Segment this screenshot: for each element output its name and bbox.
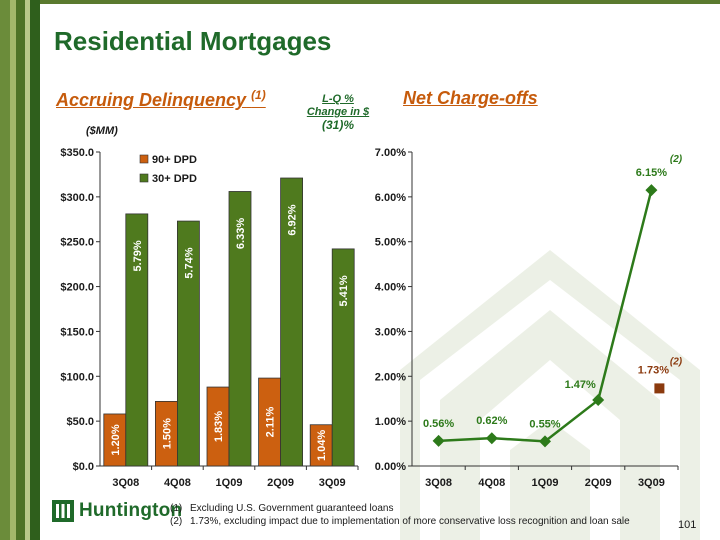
logo-icon (52, 500, 74, 522)
nco-note-marker: (2) (670, 154, 683, 165)
watermark-graphic (400, 250, 700, 540)
bar-90plus-label: 1.20% (110, 424, 122, 455)
nco-data-point (432, 434, 445, 447)
bar-y-tick-label: $50.0 (66, 416, 94, 428)
stripe (25, 0, 30, 540)
bar-30plus-dpd (125, 213, 149, 467)
bar-x-tick-label: 3Q08 (112, 477, 139, 489)
bar-y-tick-label: $0.0 (73, 461, 94, 473)
stripe (0, 0, 10, 540)
left-subtitle-note: (1) (251, 88, 266, 102)
bar-30plus-dpd (176, 220, 200, 467)
company-logo: Huntington (52, 500, 182, 522)
footnote-2: (2) 1.73%, excluding impact due to implem… (170, 515, 630, 528)
line-x-tick-label: 2Q09 (585, 477, 612, 489)
bar-y-tick-label: $150.0 (60, 326, 94, 338)
bar-30plus-dpd (228, 191, 252, 467)
legend-30plus-label: 30+ DPD (152, 173, 197, 185)
nco-data-point (592, 394, 605, 407)
line-y-tick-label: 3.00% (375, 326, 406, 338)
line-x-tick-label: 3Q09 (638, 477, 665, 489)
nco-adjusted-note-marker: (2) (670, 356, 683, 367)
bar-90plus-label: 1.50% (161, 418, 173, 449)
bar-30plus-label: 6.92% (287, 204, 299, 235)
nco-data-point (485, 432, 498, 445)
nco-adjusted-point (654, 383, 665, 394)
footnote-1-text: Excluding U.S. Government guaranteed loa… (190, 503, 394, 514)
lq-line1: L-Q % (322, 93, 354, 105)
lq-value: (31)% (321, 118, 354, 132)
bar-y-tick-label: $200.0 (60, 282, 94, 294)
stripe (30, 0, 40, 540)
line-x-tick-label: 3Q08 (425, 477, 452, 489)
bar-30plus-dpd (280, 177, 304, 467)
nco-data-label: 6.15% (636, 167, 667, 179)
bar-30plus-label: 5.41% (338, 275, 350, 306)
bar-90plus-label: 1.04% (316, 430, 328, 461)
bar-90plus-label: 1.83% (213, 411, 225, 442)
top-bar (40, 0, 720, 4)
line-y-tick-label: 7.00% (375, 147, 406, 159)
legend-90plus-swatch (139, 154, 149, 164)
nco-data-label: 0.56% (423, 418, 454, 430)
page-number: 101 (678, 519, 697, 531)
bar-30plus-label: 5.74% (183, 247, 195, 278)
nco-data-point (539, 435, 551, 448)
units-label: ($MM) (86, 125, 118, 137)
stripe (10, 0, 16, 540)
bar-y-tick-label: $350.0 (60, 147, 94, 159)
lq-change-box: L-Q % Change in $ (31)% (292, 93, 384, 132)
bar-30plus-label: 6.33% (235, 218, 247, 249)
lq-line2: Change in $ (306, 106, 370, 118)
nco-data-label: 1.47% (565, 379, 596, 391)
legend-90plus-label: 90+ DPD (152, 154, 197, 166)
line-y-tick-label: 4.00% (375, 282, 406, 294)
line-y-tick-label: 2.00% (375, 371, 406, 383)
footnote-2-text: 1.73%, excluding impact due to implement… (190, 516, 630, 527)
legend-30plus-swatch (139, 173, 149, 183)
left-subtitle-text: Accruing Delinquency (56, 90, 247, 110)
right-chart-subtitle: Net Charge-offs (403, 88, 538, 108)
page-title: Residential Mortgages (54, 26, 332, 56)
nco-adjusted-label: 1.73% (638, 364, 669, 376)
line-y-tick-label: 5.00% (375, 237, 406, 249)
bar-x-tick-label: 4Q08 (164, 477, 191, 489)
bar-y-tick-label: $300.0 (60, 192, 94, 204)
left-chart-subtitle: Accruing Delinquency (1) (56, 88, 266, 111)
nco-data-point (645, 184, 658, 197)
bar-30plus-dpd (331, 248, 355, 467)
decorative-stripes (0, 0, 40, 540)
stripe (16, 0, 25, 540)
line-y-tick-label: 1.00% (375, 416, 406, 428)
line-x-tick-label: 4Q08 (478, 477, 505, 489)
nco-data-label: 0.62% (476, 415, 507, 427)
logo-text: Huntington (79, 500, 183, 521)
bar-x-tick-label: 3Q09 (319, 477, 346, 489)
bar-30plus-label: 5.79% (132, 240, 144, 271)
footnote-2-number: (2) (170, 516, 183, 527)
nco-series-line (438, 189, 653, 443)
bar-y-tick-label: $250.0 (60, 237, 94, 249)
line-y-tick-label: 6.00% (375, 192, 406, 204)
line-x-tick-label: 1Q09 (532, 477, 559, 489)
bar-x-tick-label: 2Q09 (267, 477, 294, 489)
nco-data-label: 0.55% (529, 418, 560, 430)
footnote-1-number: (1) (170, 503, 183, 514)
bar-90plus-label: 2.11% (265, 407, 277, 438)
line-y-tick-label: 0.00% (375, 461, 406, 473)
footnotes: (1) Excluding U.S. Government guaranteed … (170, 502, 630, 528)
footnote-1: (1) Excluding U.S. Government guaranteed … (170, 502, 630, 515)
bar-y-tick-label: $100.0 (60, 371, 94, 383)
bar-x-tick-label: 1Q09 (216, 477, 243, 489)
